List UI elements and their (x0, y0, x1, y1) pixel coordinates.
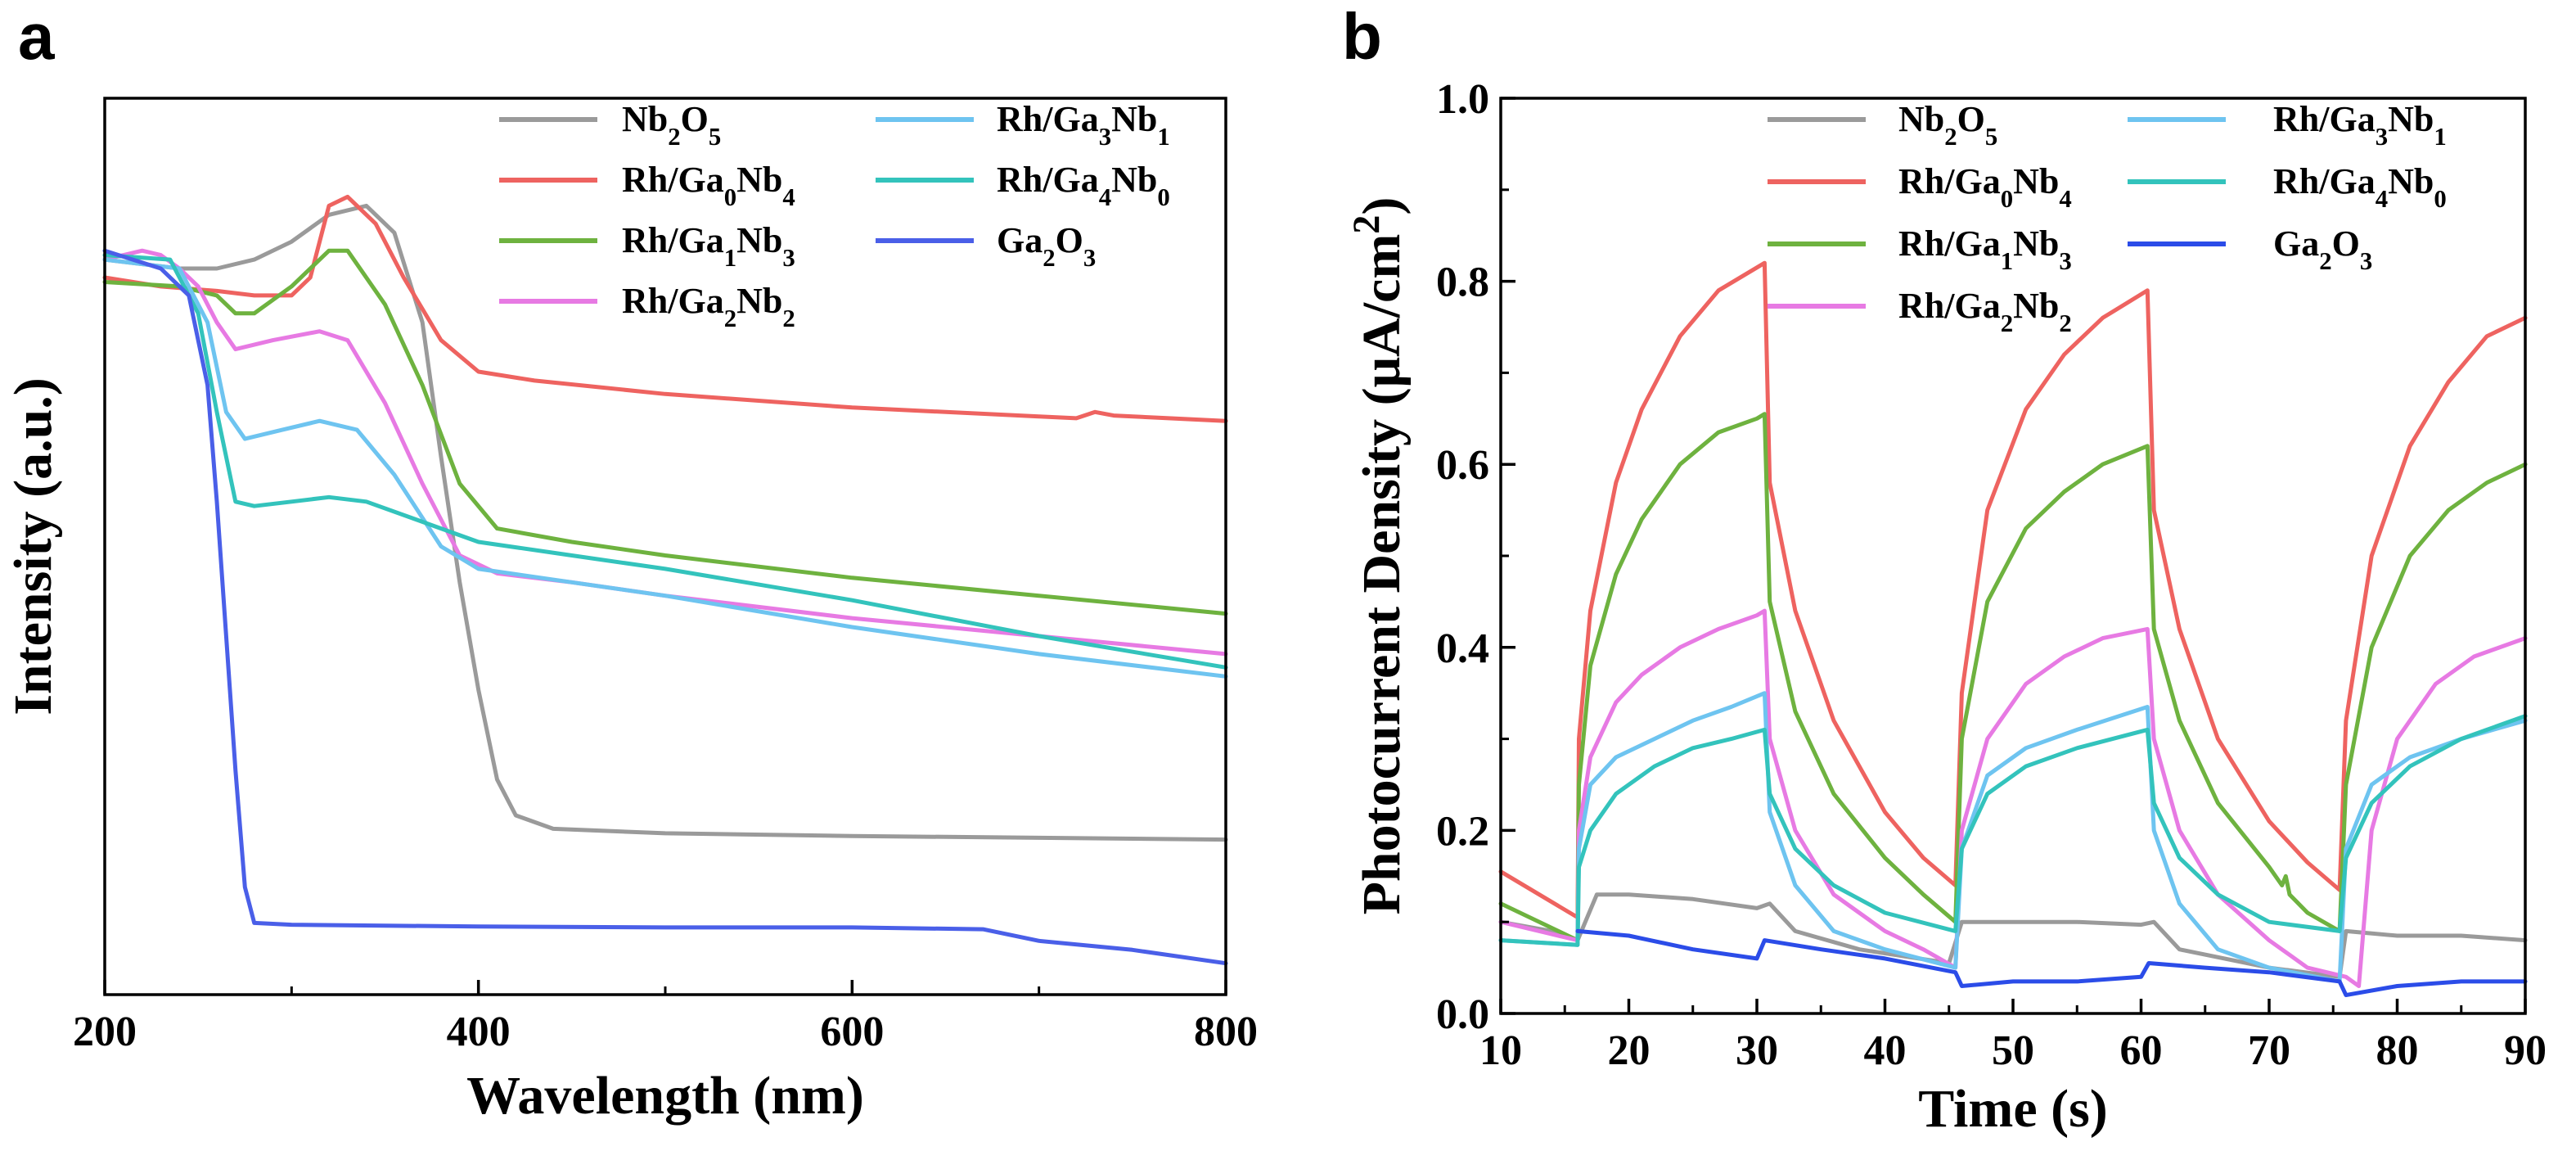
x-tick-label: 10 (1479, 1027, 1522, 1074)
series-line-rh-ga2nb2 (1498, 608, 2528, 988)
x-tick-label: 400 (447, 1009, 511, 1055)
panel-label-a: a (18, 0, 55, 73)
legend-label: Nb2O5 (622, 99, 721, 151)
x-tick-label: 40 (1864, 1027, 1907, 1074)
series-line-rh-ga0nb4 (1498, 260, 2528, 920)
series-line-nb2o5 (1498, 892, 2528, 979)
series-line-rh-ga0nb4 (102, 194, 1228, 423)
x-axis-label: Time (s) (1918, 1079, 2108, 1139)
series-line-rh-ga4nb0 (1498, 714, 2528, 947)
y-axis-label: Intensity (a.u.) (3, 377, 63, 715)
legend-label: Rh/Ga3Nb1 (2273, 99, 2447, 151)
series-line-ga2o3 (1575, 928, 2528, 998)
x-tick-label: 90 (2504, 1027, 2547, 1074)
y-tick-label: 0.4 (1436, 625, 1489, 672)
photocurrent-panel: 10 20 30 40 50 60 70 80 90 0.0 0.2 0.4 0.6 0.8 1.0 Time… (1345, 76, 2547, 1139)
legend-label: Rh/Ga4Nb0 (2273, 161, 2447, 213)
legend-label: Rh/Ga1Nb3 (1898, 223, 2072, 275)
series-line-nb2o5 (102, 203, 1228, 842)
legend-label: Rh/Ga4Nb0 (997, 160, 1170, 211)
legend-label: Rh/Ga1Nb3 (622, 220, 795, 272)
x-tick-label: 20 (1608, 1027, 1651, 1074)
x-tick-label: 30 (1736, 1027, 1778, 1074)
panel-label-b: b (1342, 0, 1382, 73)
y-tick-label: 0.0 (1436, 991, 1489, 1038)
legend-label: Nb2O5 (1898, 99, 1997, 151)
series-line-rh-ga4nb0 (102, 253, 1228, 670)
x-tick-label: 60 (2120, 1027, 2163, 1074)
legend-label: Rh/Ga0Nb4 (622, 160, 795, 211)
legend-label: Rh/Ga2Nb2 (622, 281, 795, 332)
series-line-rh-ga1nb3 (102, 248, 1228, 616)
x-tick-label: 80 (2376, 1027, 2419, 1074)
x-axis-label: Wavelength (nm) (466, 1066, 864, 1126)
x-tick-label: 70 (2248, 1027, 2290, 1074)
series-line-rh-ga3nb1 (102, 257, 1228, 679)
legend-label: Rh/Ga2Nb2 (1898, 286, 2072, 337)
y-tick-label: 1.0 (1436, 76, 1489, 123)
series-line-ga2o3 (102, 248, 1228, 966)
x-tick-label: 200 (73, 1009, 137, 1055)
x-tick-label: 800 (1194, 1009, 1258, 1055)
x-tick-label: 50 (1992, 1027, 2034, 1074)
y-tick-label: 0.6 (1436, 442, 1489, 489)
legend-label: Rh/Ga3Nb1 (997, 99, 1170, 151)
uv-vis-panel: 200 400 600 800 Wavelength (nm) Intensity (a.… (3, 97, 1258, 1126)
series-line-rh-ga1nb3 (1498, 412, 2528, 943)
legend-label: Rh/Ga0Nb4 (1898, 161, 2072, 213)
x-tick-label: 600 (820, 1009, 884, 1055)
y-tick-label: 0.8 (1436, 260, 1489, 306)
legend-label: Ga2O3 (2273, 223, 2372, 275)
legend-label: Ga2O3 (997, 220, 1096, 272)
y-tick-label: 0.2 (1436, 808, 1489, 855)
y-axis-label: Photocurrent Density (μA/cm2) (1345, 197, 1412, 915)
